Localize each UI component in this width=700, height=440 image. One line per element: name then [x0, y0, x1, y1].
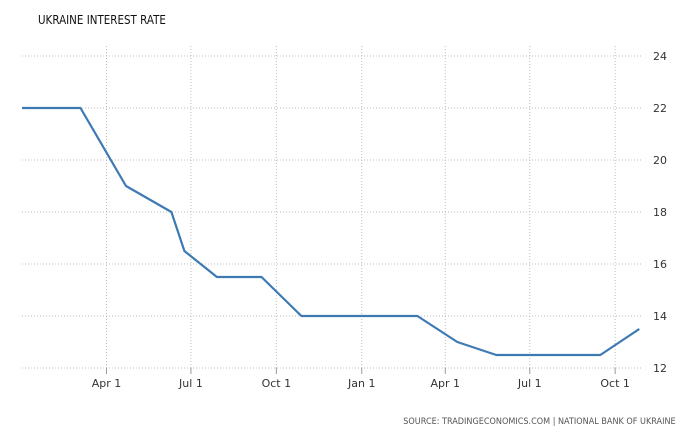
y-tick-label: 12 [653, 362, 667, 375]
x-tick-label: Oct 1 [262, 377, 292, 390]
data-series [22, 106, 640, 357]
x-tick-label: Jul 1 [517, 377, 542, 390]
y-tick-label: 24 [653, 50, 667, 63]
x-tick-label: Jul 1 [178, 377, 203, 390]
y-tick-label: 20 [653, 154, 667, 167]
grid [22, 46, 643, 369]
chart-title: UKRAINE INTEREST RATE [38, 13, 166, 27]
chart-source: SOURCE: TRADINGECONOMICS.COM | NATIONAL … [403, 417, 676, 427]
x-axis: Apr 1 Jul 1 Oct 1 Jan 1 Apr 1 Jul 1 Oct 1 [92, 368, 630, 390]
y-tick-label: 18 [653, 206, 667, 219]
y-tick-label: 16 [653, 258, 667, 271]
y-axis: 12 14 16 18 20 22 24 [653, 50, 667, 375]
x-tick-label: Jan 1 [347, 377, 375, 390]
y-tick-label: 14 [653, 310, 667, 323]
x-tick-label: Oct 1 [600, 377, 630, 390]
x-tick-label: Apr 1 [92, 377, 122, 390]
y-tick-label: 22 [653, 102, 667, 115]
x-tick-label: Apr 1 [431, 377, 461, 390]
series-line [22, 106, 640, 357]
